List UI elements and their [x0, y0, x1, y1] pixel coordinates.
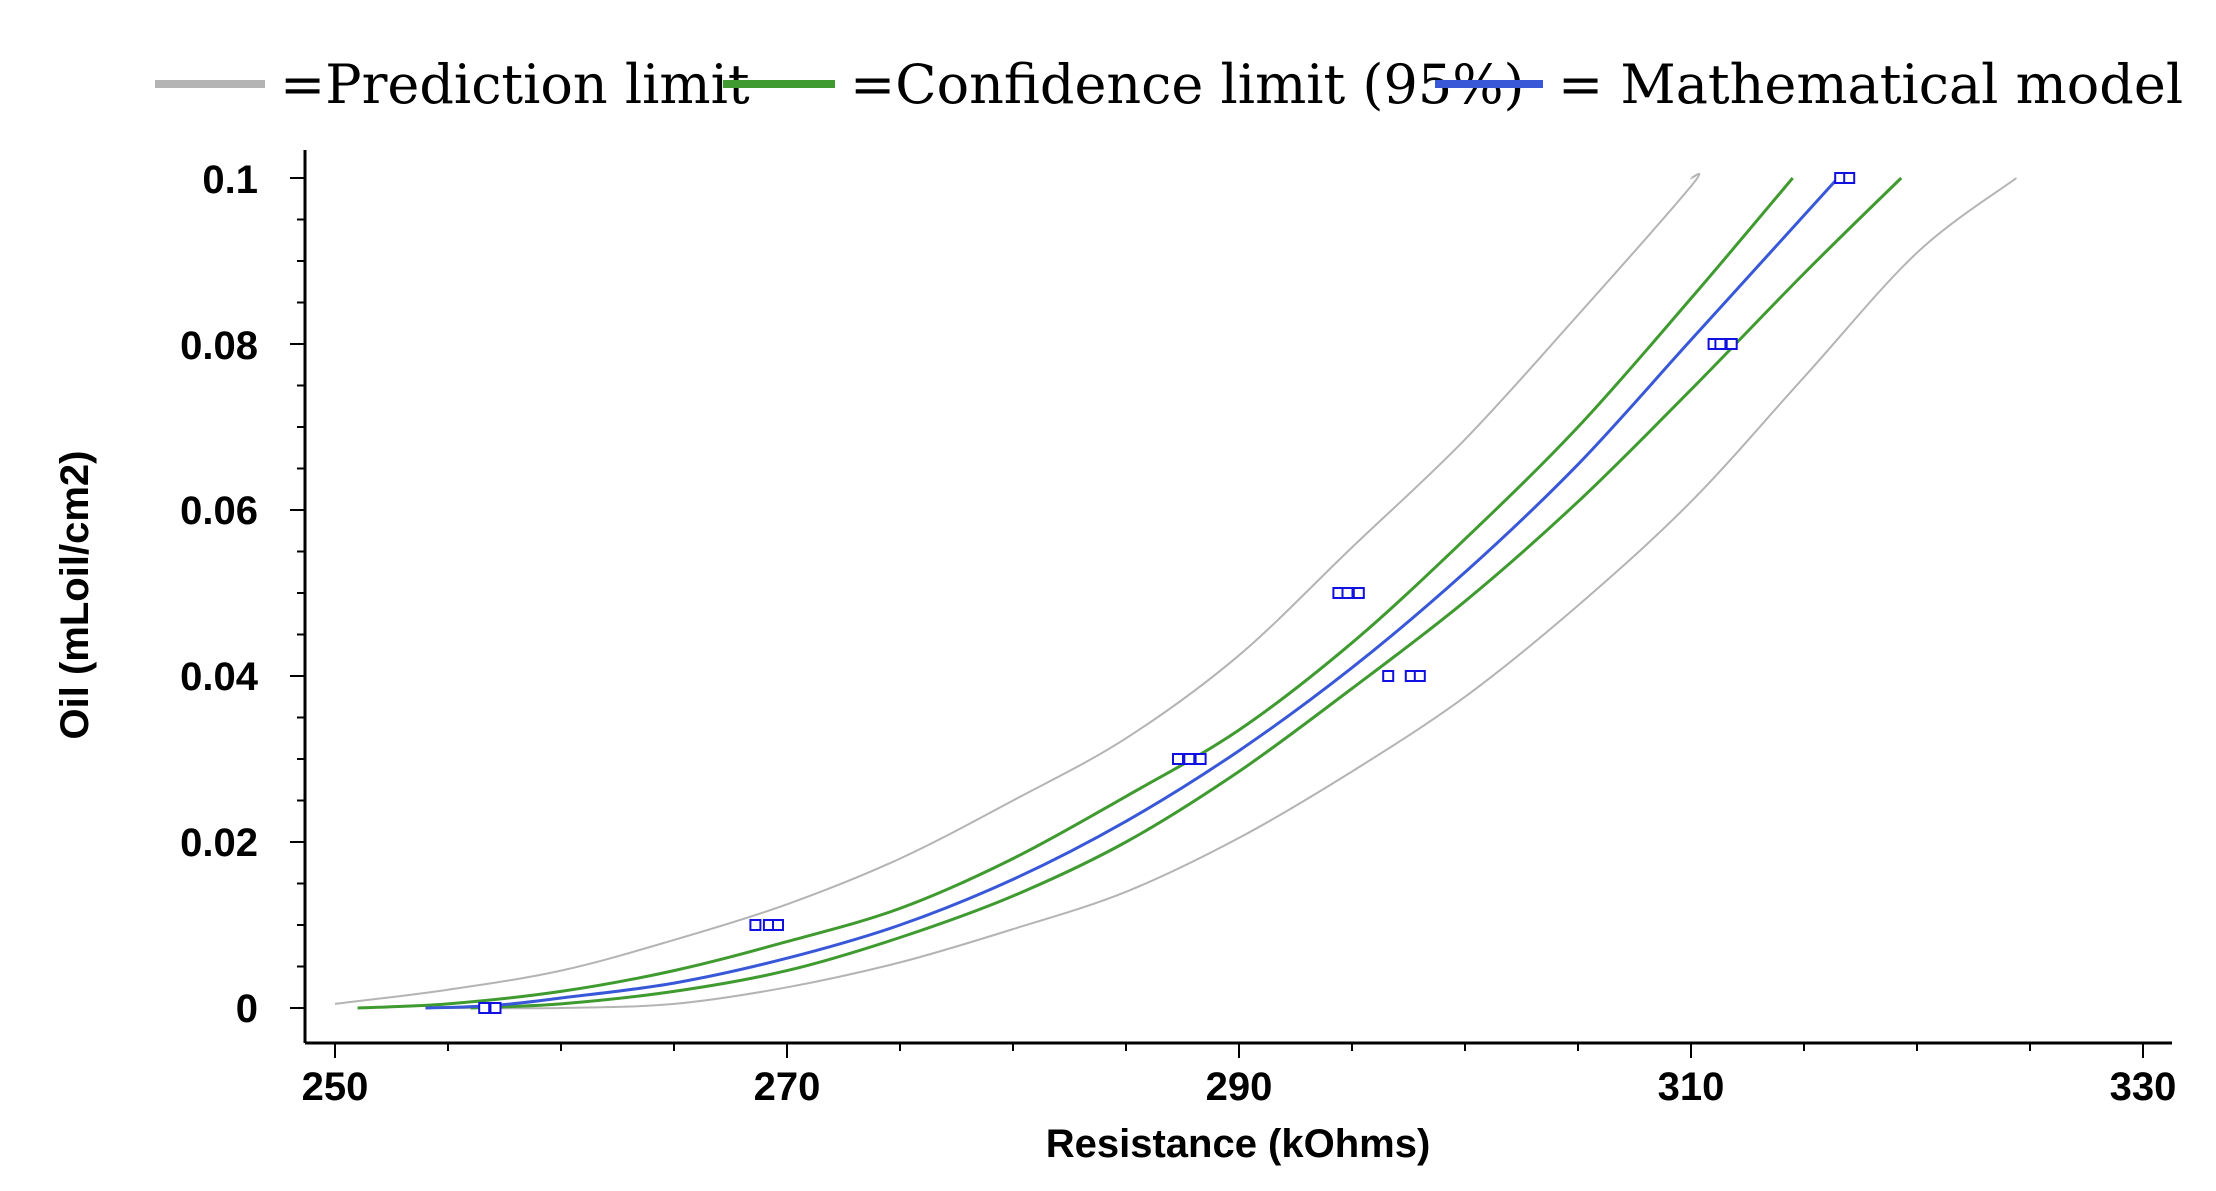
y-tick-labels: 0 0.02 0.04 0.06 0.08 0.1	[180, 158, 259, 1031]
x-tick-label: 310	[1658, 1065, 1725, 1109]
data-point	[1183, 753, 1196, 765]
legend-label-model: = Mathematical model	[1558, 53, 2183, 116]
axes	[290, 150, 2172, 1058]
data-point	[1843, 172, 1856, 184]
x-tick-label: 270	[754, 1065, 821, 1109]
data-point	[1725, 338, 1738, 350]
x-ticks	[334, 1043, 2144, 1058]
series-line-prediction-limit-upper	[334, 173, 1701, 1005]
x-tick-labels: 250 270 290 310 330	[302, 1065, 2177, 1109]
x-axis-title: Resistance (kOhms)	[1046, 1122, 1431, 1166]
series-line-mathematical-model	[425, 176, 1840, 1010]
series-line-confidence-limit-upper	[357, 177, 1794, 1010]
data-point	[1382, 670, 1395, 682]
data-point	[1172, 753, 1184, 765]
y-tick-label: 0.06	[180, 489, 258, 533]
data-point	[489, 1002, 502, 1014]
x-tick-label: 290	[1206, 1065, 1273, 1109]
series-layer	[334, 173, 2018, 1010]
data-point	[1413, 670, 1426, 682]
x-tick-label: 330	[2110, 1065, 2177, 1109]
data-point	[1352, 587, 1365, 599]
points-layer	[478, 172, 1856, 1014]
y-axis-title: Oil (mLoil/cm2)	[53, 451, 97, 740]
data-point	[1194, 753, 1207, 765]
data-point	[772, 919, 784, 931]
series-line-confidence-limit-lower	[470, 176, 1903, 1010]
y-tick-label: 0.08	[180, 324, 258, 368]
data-point	[1714, 338, 1727, 350]
y-ticks	[290, 177, 305, 1009]
y-tick-label: 0.1	[202, 158, 258, 202]
y-tick-label: 0	[236, 987, 258, 1031]
data-point	[749, 919, 762, 931]
y-tick-label: 0.04	[180, 655, 259, 699]
series-line-prediction-limit-lower	[447, 177, 2018, 1010]
legend-label-confidence: =Confidence limit (95%)	[850, 53, 1525, 116]
data-point	[478, 1002, 491, 1014]
legend-label-prediction: =Prediction limit	[280, 53, 750, 116]
y-tick-label: 0.02	[180, 821, 258, 865]
x-tick-label: 250	[302, 1065, 369, 1109]
legend: =Prediction limit =Confidence limit (95%…	[155, 53, 2183, 116]
data-point	[1341, 587, 1354, 599]
